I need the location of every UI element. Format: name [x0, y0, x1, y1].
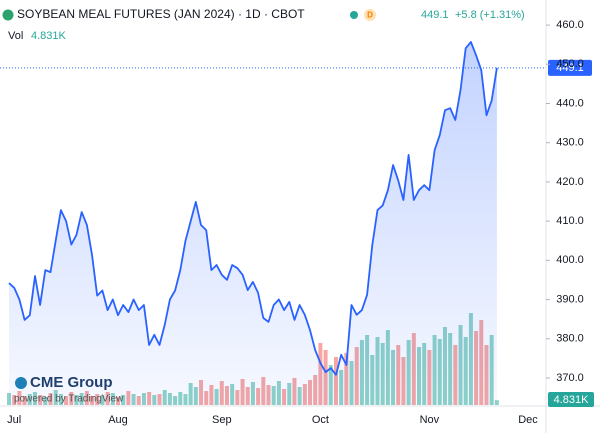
y-tick-label: 420.0 [556, 176, 584, 188]
y-tick-label: 450.0 [556, 58, 584, 70]
powered-by: powered by TradingView [14, 394, 124, 405]
status-dot [350, 11, 358, 19]
price-change: +5.8 (+1.31%) [455, 9, 525, 21]
volume-tag-box [548, 392, 594, 407]
x-tick-label: Oct [312, 414, 329, 426]
cme-logo: CME Group [30, 374, 113, 391]
y-tick-label: 380.0 [556, 333, 584, 345]
plot-area [7, 41, 499, 405]
last-price-tag-box [548, 59, 592, 76]
price-line [8, 41, 498, 376]
volume-tag: 4.831K [554, 394, 590, 406]
x-tick-label: Dec [518, 414, 538, 426]
y-tick-label: 430.0 [556, 137, 584, 149]
y-tick-label: 460.0 [556, 19, 584, 31]
volume-value: 4.831K [31, 30, 67, 42]
y-tick-label: 440.0 [556, 97, 584, 109]
y-tick-label: 400.0 [556, 254, 584, 266]
volume-name: Vol [8, 30, 23, 42]
x-tick-label: Aug [108, 414, 128, 426]
y-tick-label: 370.0 [556, 372, 584, 384]
badge-circle [364, 9, 376, 21]
cme-logo-icon [15, 377, 27, 389]
chart-title: SOYBEAN MEAL FUTURES (JAN 2024) · 1D · C… [17, 7, 305, 21]
last-price-tag: 449.1 [556, 62, 584, 74]
badge: D [367, 11, 373, 20]
x-tick-label: Jul [7, 414, 21, 426]
y-tick-label: 410.0 [556, 215, 584, 227]
price-area [9, 42, 497, 405]
symbol-icon [2, 9, 14, 21]
x-tick-label: Sep [212, 414, 232, 426]
x-tick-label: Nov [420, 414, 440, 426]
last-price: 449.1 [421, 9, 449, 21]
y-tick-label: 390.0 [556, 293, 584, 305]
